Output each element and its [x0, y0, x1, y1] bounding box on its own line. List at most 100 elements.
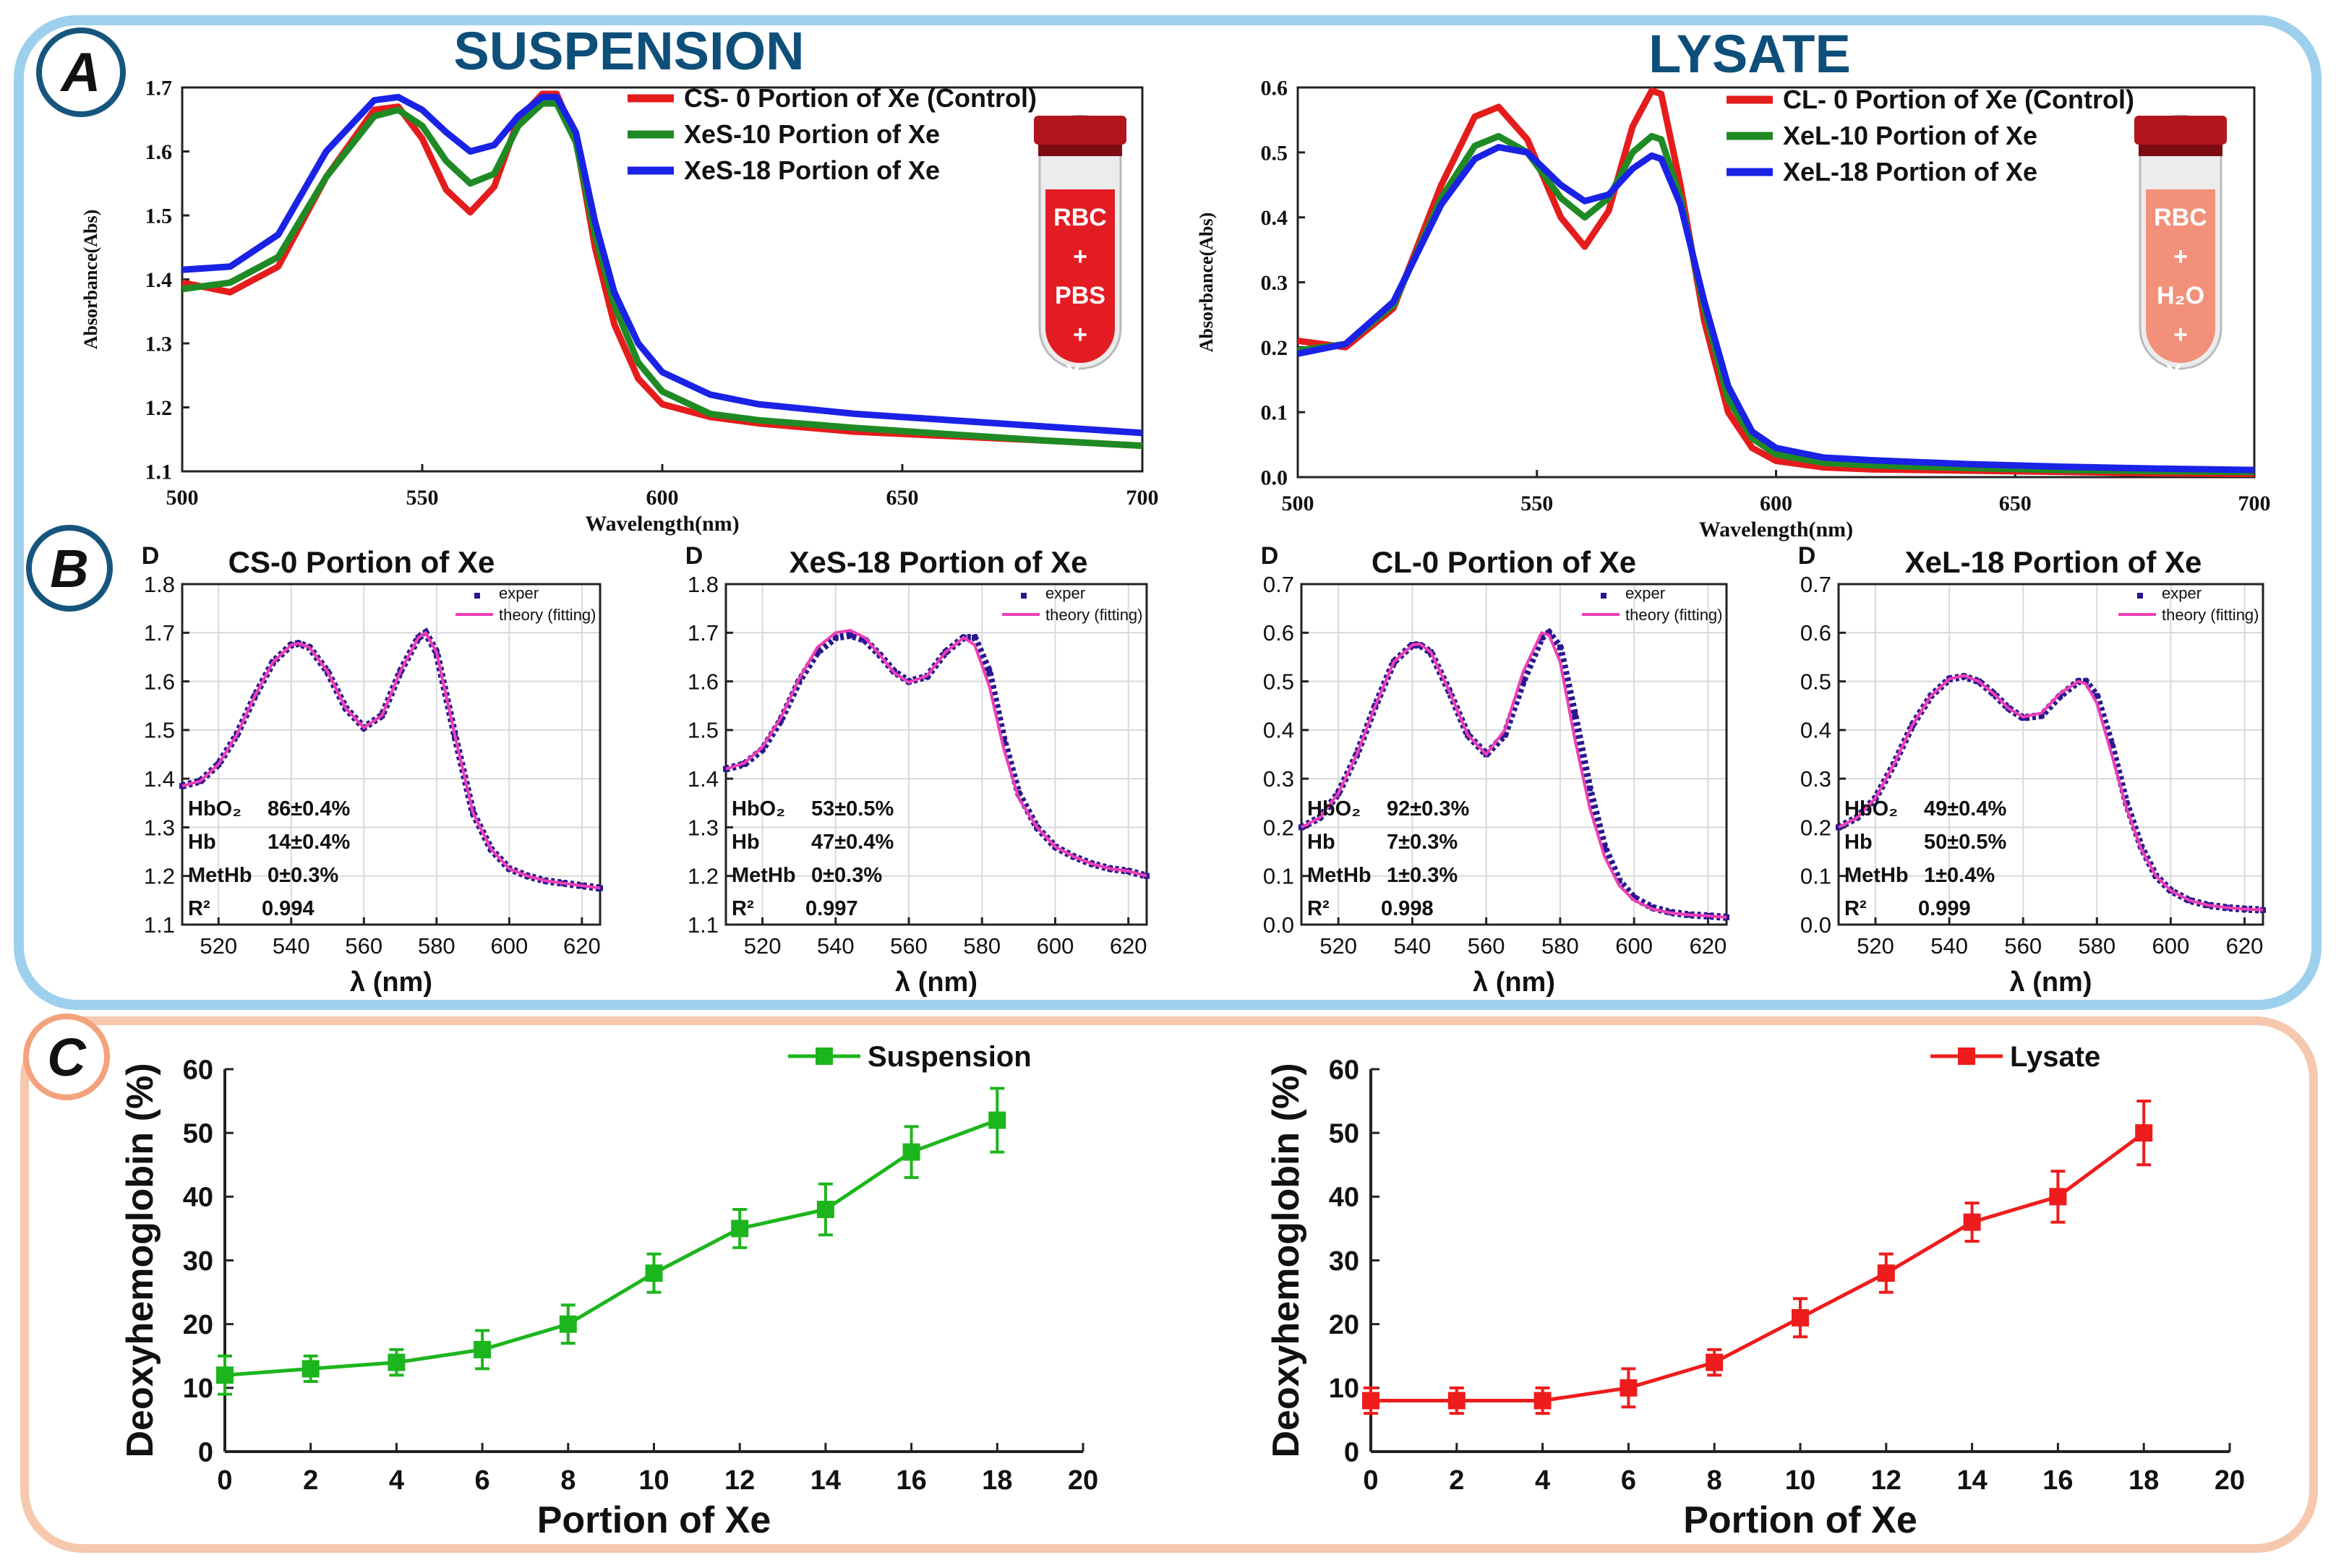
series-line-2 [181, 93, 1143, 437]
data-point-exper [1586, 785, 1593, 792]
tube-liquid-top [2146, 189, 2215, 233]
chart-title: CS-0 Portion of Xe [228, 545, 495, 579]
x-tick-label: 540 [1394, 933, 1432, 959]
x-tick-label: 600 [1615, 933, 1653, 959]
x-tick-label: 18 [2129, 1465, 2159, 1496]
data-point [301, 1360, 320, 1378]
annotation-key: R² [1307, 897, 1330, 920]
annotation-value: 0±0.3% [811, 864, 882, 887]
y-tick-label: 40 [1329, 1183, 1359, 1213]
series-line-2 [1297, 144, 2255, 474]
tube-liquid-top [1045, 189, 1115, 233]
x-tick-label: 650 [886, 486, 919, 510]
y-tick-label: 0.4 [1261, 206, 1288, 230]
tube-label: RBC [1053, 204, 1107, 231]
x-tick-label: 2 [1449, 1465, 1464, 1496]
x-tick-label: 540 [817, 933, 855, 959]
y-tick-label: 60 [1329, 1055, 1359, 1085]
corner-label: D [142, 542, 160, 570]
x-tick-label: 520 [1319, 933, 1357, 959]
series-line-theory [725, 628, 1147, 878]
y-tick-label: 0.5 [1261, 141, 1288, 165]
data-point-exper [814, 649, 821, 656]
data-point-exper [986, 669, 993, 675]
x-tick-label: 620 [563, 933, 601, 959]
data-point [1620, 1379, 1638, 1397]
y-tick-label: 0.4 [1263, 718, 1294, 743]
data-point-exper [1299, 824, 1304, 831]
data-point-exper [847, 632, 854, 638]
data-point [2135, 1124, 2153, 1142]
plot-frame [1300, 583, 1728, 926]
annotation-value: 0.999 [1918, 897, 1971, 920]
y-tick-label: 1.1 [145, 460, 173, 484]
annotation-key: MetHb [1307, 864, 1372, 887]
y-tick-label: 30 [1329, 1246, 1359, 1277]
chart-title: CL-0 Portion of Xe [1372, 545, 1636, 579]
annotation-value: 92±0.3% [1387, 797, 1469, 821]
y-tick-label: 40 [183, 1183, 213, 1213]
x-tick-label: 8 [1707, 1465, 1722, 1496]
x-tick-label: 560 [890, 933, 928, 959]
y-tick-label: 0.6 [1263, 620, 1294, 646]
y-tick-label: 1.1 [144, 912, 175, 938]
y-tick-label: 0.1 [1800, 864, 1831, 889]
y-tick-label: 1.7 [145, 77, 173, 100]
annotation-key: Hb [1844, 831, 1873, 854]
tube-label: + [2173, 321, 2188, 348]
tube-label: RBC [2154, 204, 2207, 231]
y-tick-label: 10 [1329, 1374, 1359, 1404]
tube-label: H₂O [2157, 282, 2204, 309]
tube-label: Xe [2165, 360, 2196, 387]
data-point-exper [1616, 878, 1622, 884]
annotation-value: 0.998 [1381, 897, 1434, 920]
x-axis-label: Portion of Xe [1683, 1499, 1917, 1541]
y-tick-label: 0.1 [1261, 401, 1288, 425]
x-tick-label: 12 [1871, 1465, 1901, 1496]
legend-label: exper [499, 584, 539, 602]
x-tick-label: 18 [982, 1465, 1012, 1496]
y-tick-label: 1.3 [145, 333, 173, 356]
data-point-exper [1144, 873, 1150, 879]
y-tick-label: 1.4 [145, 268, 173, 292]
y-tick-label: 0.6 [1800, 620, 1831, 646]
series-line [1371, 1131, 2145, 1402]
annotation-value: 0±0.3% [268, 864, 338, 887]
annotation-key: HbO₂ [1307, 797, 1361, 821]
x-tick-label: 580 [418, 933, 455, 959]
x-tick-label: 560 [345, 933, 382, 959]
chart-title: SUSPENSION [453, 21, 804, 81]
legend-swatch-exper [1601, 593, 1606, 599]
annotation-key: MetHb [188, 864, 252, 887]
panel-label-b: B [26, 525, 113, 612]
data-point-exper [1546, 630, 1552, 636]
x-tick-label: 8 [560, 1465, 576, 1496]
data-point-exper [972, 635, 978, 641]
x-tick-label: 500 [166, 486, 199, 510]
y-tick-label: 0.7 [1263, 572, 1294, 597]
data-point-exper [1539, 635, 1545, 641]
data-point-exper [862, 637, 868, 643]
legend-label: CL- 0 Portion of Xe (Control) [1783, 85, 2134, 114]
series-line-1 [181, 100, 1143, 450]
x-axis-label: λ (nm) [350, 967, 432, 998]
corner-label: D [1261, 542, 1279, 570]
test-tube: RBC + PBS + Xe [1034, 114, 1126, 387]
y-tick-label: 10 [183, 1374, 213, 1404]
x-tick-label: 6 [475, 1465, 490, 1496]
data-point-exper [1502, 732, 1508, 738]
data-point [1877, 1264, 1895, 1282]
chart-title: LYSATE [1648, 24, 1851, 84]
y-tick-label: 1.5 [145, 205, 173, 228]
y-tick-label: 1.5 [688, 718, 719, 743]
y-tick-label: 50 [183, 1118, 213, 1149]
y-tick-label: 0.4 [1800, 718, 1831, 743]
tube-label: + [1073, 321, 1087, 348]
charts-layer: 500 550 600 650 7001.11.21.31.41.51.61.7Wave… [80, 21, 2271, 1541]
chart-B-XeS18: 520 540 560 580 600 620 1.1 1.2 1.3 1.4 1.5 1.6 1.7 1… [685, 542, 1150, 998]
tube-cap-band [1038, 145, 1122, 156]
x-axis-label: Portion of Xe [537, 1499, 771, 1541]
y-tick-label: 0.2 [1800, 815, 1831, 840]
y-tick-label: 1.6 [144, 669, 175, 694]
